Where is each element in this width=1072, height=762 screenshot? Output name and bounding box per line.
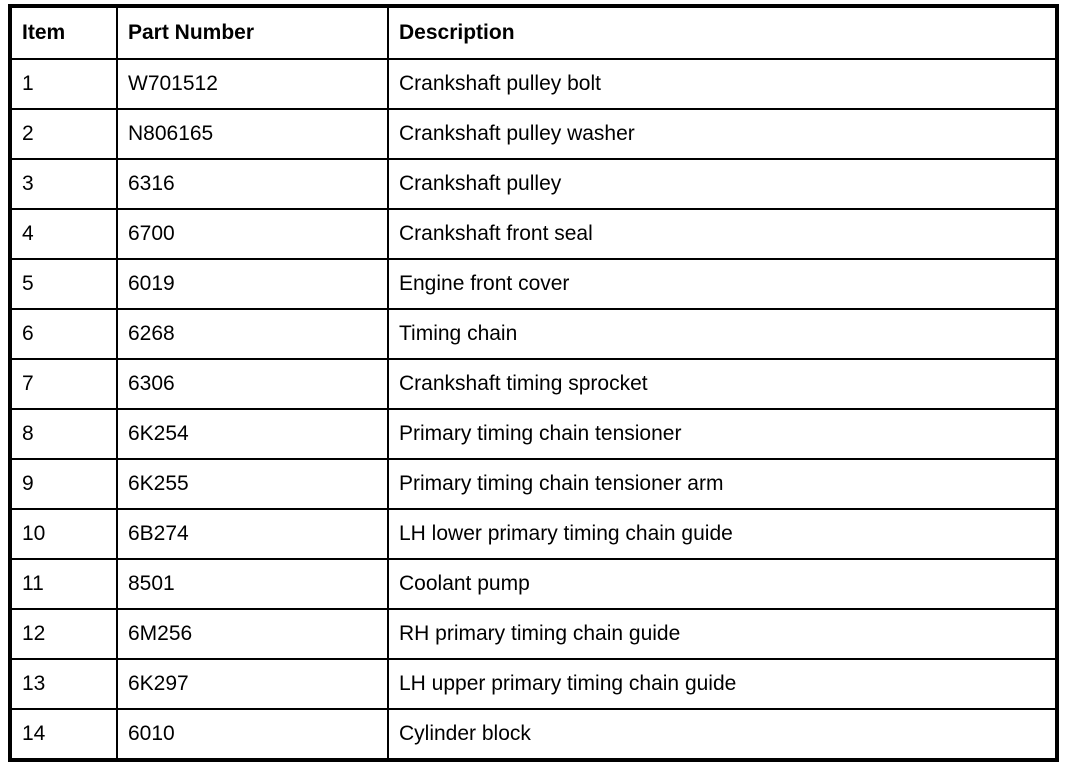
cell-item: 3 [10,159,118,210]
table-row: 7 6306 Crankshaft timing sprocket [10,359,1057,410]
cell-description: LH upper primary timing chain guide [388,659,1057,710]
cell-part_number: 6700 [117,209,389,260]
cell-description: Cylinder block [399,722,531,745]
cell-item: 10 [10,509,118,560]
cell-part_number: 6K255 [117,459,389,510]
table-header-row: Item Part Number Description [10,6,1057,60]
cell-description: Timing chain [388,309,1057,360]
parts-table: Item Part Number Description 1 W701512 Cra… [8,4,1059,762]
cell-description: Crankshaft pulley [388,159,1057,210]
cell-description: Primary timing chain tensioner arm [388,459,1057,510]
table-row: 2 N806165 Crankshaft pulley washer [10,109,1057,160]
cell-part_number: 6019 [117,259,389,310]
table-row: 13 6K297 LH upper primary timing chain gui… [10,659,1057,710]
parts-table-container: Item Part Number Description 1 W701512 Cra… [8,4,1059,762]
column-header-part-number: Part Number [117,6,389,60]
cell-part_number: W701512 [117,59,389,110]
cell-description: Crankshaft front seal [388,209,1057,260]
cell-description: LH lower primary timing chain guide [388,509,1057,560]
table-row: 8 6K254 Primary timing chain tensioner [10,409,1057,460]
table-body: 1 W701512 Crankshaft pulley bolt 2 N806165 Cr… [10,59,1057,760]
cell-part_number: N806165 [117,109,389,160]
cell-item: 7 [10,359,118,410]
table-row: 3 6316 Crankshaft pulley [10,159,1057,210]
cell-item: 14 [10,709,118,760]
table-row: 12 6M256 RH primary timing chain guide [10,609,1057,660]
cell-part_number: 6B274 [117,509,389,560]
cell-item: 1 [10,59,118,110]
table-row: 11 8501 Coolant pump [10,559,1057,610]
table-row: 9 6K255 Primary timing chain tensioner arm [10,459,1057,510]
cell-part_number: 6268 [117,309,389,360]
cell-description: Engine front cover [388,259,1057,310]
column-header-description: Description [388,6,1057,60]
cell-item: 12 [10,609,118,660]
table-row: 1 W701512 Crankshaft pulley bolt [10,59,1057,110]
cell-part_number: 6K297 [117,659,389,710]
cell-part_number: 6316 [117,159,389,210]
cell-item: 4 [10,209,118,260]
cell-item: 5 [10,259,118,310]
table-row: 4 6700 Crankshaft front seal [10,209,1057,260]
cell-part_number: 6K254 [117,409,389,460]
cell-description: Crankshaft pulley bolt [388,59,1057,110]
table-header: Item Part Number Description [10,6,1057,60]
table-row: 6 6268 Timing chain [10,309,1057,360]
cell-description: Coolant pump [388,559,1057,610]
column-header-item: Item [10,6,118,60]
cell-item: 9 [10,459,118,510]
cell-item: 13 [10,659,118,710]
table-row: 10 6B274 LH lower primary timing chain gui… [10,509,1057,560]
cell-item: 8 [10,409,118,460]
cell-description: Crankshaft timing sprocket [388,359,1057,410]
cell-part_number: 6M256 [117,609,389,660]
cell-part_number: 8501 [117,559,389,610]
cell-description: RH primary timing chain guide [388,609,1057,660]
table-row: 5 6019 Engine front cover [10,259,1057,310]
cell-description: Primary timing chain tensioner [388,409,1057,460]
cell-item: 2 [10,109,118,160]
cell-part_number: 6306 [117,359,389,410]
cell-description: Crankshaft pulley washer [388,109,1057,160]
table-row: 14 6010 Cylinder block [10,709,1057,760]
cell-item: 6 [10,309,118,360]
cell-item: 11 [10,559,118,610]
cell-part_number: 6010 [117,709,389,760]
